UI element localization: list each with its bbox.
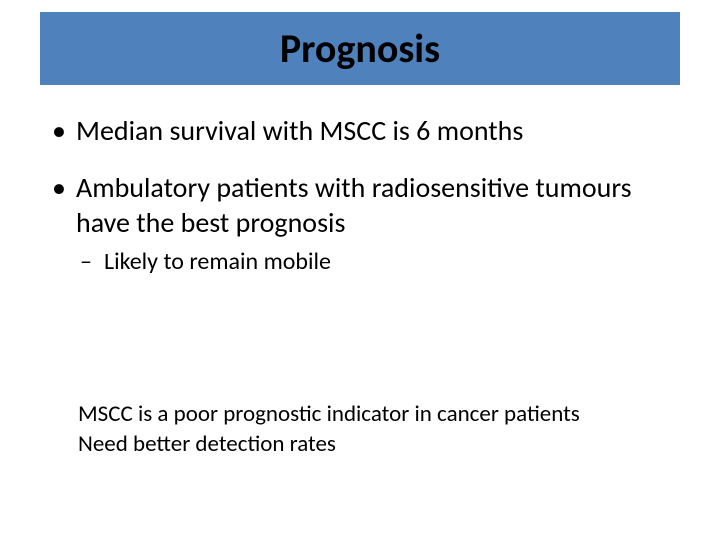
bullet-text: Median survival with MSCC is 6 months bbox=[76, 113, 523, 148]
sub-bullet-item: Likely to remain mobile bbox=[76, 246, 672, 277]
title-bar: Prognosis bbox=[40, 12, 680, 85]
sub-bullet-list: Likely to remain mobile bbox=[76, 246, 672, 277]
footer-line: Need better detection rates bbox=[78, 430, 580, 460]
sub-bullet-text: Likely to remain mobile bbox=[104, 247, 331, 276]
bullet-item: Median survival with MSCC is 6 months bbox=[48, 113, 672, 148]
footer-note: MSCC is a poor prognostic indicator in c… bbox=[78, 400, 580, 460]
content-area: Median survival with MSCC is 6 months Am… bbox=[0, 85, 720, 277]
bullet-list: Median survival with MSCC is 6 months Am… bbox=[48, 113, 672, 277]
footer-line: MSCC is a poor prognostic indicator in c… bbox=[78, 400, 580, 430]
bullet-item: Ambulatory patients with radiosensitive … bbox=[48, 170, 672, 277]
bullet-text: Ambulatory patients with radiosensitive … bbox=[76, 170, 632, 240]
slide-title: Prognosis bbox=[40, 24, 680, 73]
